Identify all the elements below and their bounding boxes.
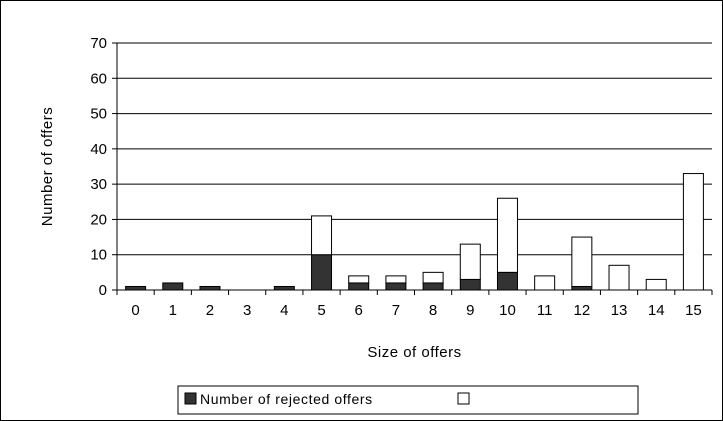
y-tick-label: 50 (90, 106, 107, 123)
bar-segment-series-0-cat-7 (385, 282, 407, 291)
bar-segment-series-1-cat-13 (608, 264, 630, 291)
y-tick-labels: 0 10 20 30 40 50 60 70 (90, 35, 117, 299)
x-tick-label: 11 (537, 302, 553, 319)
bar-segment-series-0-cat-4 (273, 285, 295, 291)
bar-segment-series-1-cat-5 (311, 215, 333, 256)
x-tick-label: 4 (280, 302, 288, 319)
legend-box (177, 385, 639, 415)
y-axis-title: Number of offers (39, 107, 56, 226)
bar-segment-series-1-cat-7 (385, 275, 407, 284)
bar-segment-series-0-cat-2 (199, 285, 221, 291)
y-tick-label: 30 (90, 176, 107, 193)
bar-segment-series-1-cat-10 (496, 197, 518, 273)
bar-segment-series-0-cat-9 (459, 278, 481, 291)
x-tick-label: 3 (243, 302, 251, 319)
x-tick-label: 15 (685, 302, 702, 319)
bar-segment-series-1-cat-8 (422, 271, 444, 284)
x-tick-label: 8 (429, 302, 437, 319)
x-tick-label: 9 (466, 302, 474, 319)
bar-segment-series-0-cat-1 (162, 282, 184, 291)
x-tick-label: 2 (206, 302, 214, 319)
y-tick-label: 20 (90, 211, 107, 228)
bar-segment-series-0-cat-10 (496, 271, 518, 291)
x-tick-labels: 0 1 2 3 4 5 6 7 8 9 10 11 12 13 14 15 (116, 290, 713, 319)
bar-segment-series-1-cat-11 (534, 275, 556, 291)
x-tick-label: 5 (317, 302, 325, 319)
x-tick-label: 6 (355, 302, 363, 319)
legend-label-rejected: Number of rejected offers (200, 391, 373, 407)
bar-segment-series-0-cat-5 (311, 254, 333, 291)
legend-swatch-rejected (184, 392, 197, 405)
bar-segment-series-0-cat-6 (348, 282, 370, 291)
y-tick-label: 40 (90, 141, 107, 158)
bar-segment-series-1-cat-15 (682, 173, 704, 291)
bars (125, 173, 704, 291)
x-tick-label: 14 (648, 302, 665, 319)
y-tick-label: 10 (90, 247, 107, 264)
x-tick-label: 10 (499, 302, 516, 319)
bar-segment-series-1-cat-14 (645, 278, 667, 291)
x-tick-label: 12 (574, 302, 591, 319)
legend: Number of rejected offers (177, 385, 639, 415)
x-tick-label: 0 (131, 302, 139, 319)
y-tick-label: 60 (90, 70, 107, 87)
bar-segment-series-1-cat-6 (348, 275, 370, 284)
legend-swatch-unnamed (457, 392, 470, 405)
bar-segment-series-0-cat-8 (422, 282, 444, 291)
x-tick-label: 7 (392, 302, 400, 319)
bar-segment-series-1-cat-12 (571, 236, 593, 287)
bar-segment-series-1-cat-9 (459, 243, 481, 280)
x-tick-label: 1 (169, 302, 177, 319)
y-tick-label: 70 (90, 35, 107, 52)
bar-segment-series-0-cat-0 (125, 285, 147, 291)
bar-segment-series-0-cat-12 (571, 285, 593, 291)
x-axis-title: Size of offers (367, 344, 461, 361)
x-tick-label: 13 (611, 302, 628, 319)
gridlines (117, 42, 712, 256)
y-tick-label: 0 (99, 282, 107, 299)
